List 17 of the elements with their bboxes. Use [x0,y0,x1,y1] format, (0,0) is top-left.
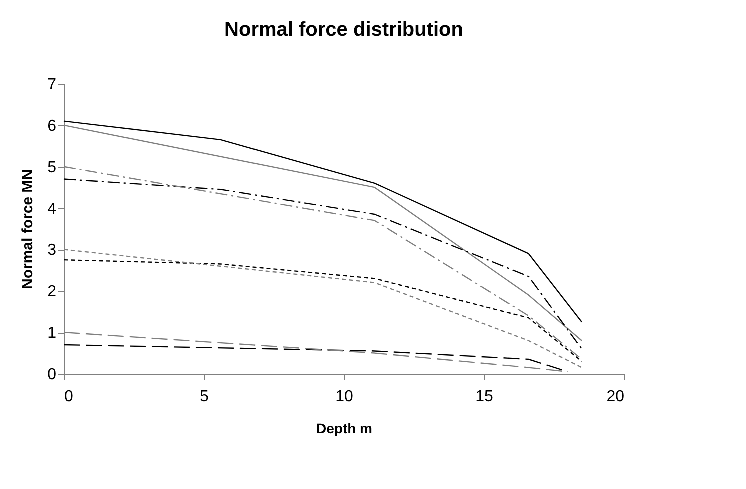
y-tick-label: 4 [48,200,57,218]
y-tick-label: 1 [48,325,57,342]
x-tick-label: 5 [200,388,210,406]
x-tick-label: 15 [476,388,494,406]
y-tick-label: 6 [48,118,57,135]
y-tick-label: 2 [48,284,57,301]
x-tick-label: 20 [606,388,625,406]
x-tick-label: 10 [336,388,354,406]
y-tick-label: 5 [48,159,57,176]
line-series [63,344,569,373]
y-axis-title: Normal force MN [20,169,37,290]
x-axis-title: Depth m [316,420,372,436]
chart-title: Normal force distribution [224,19,464,41]
y-tick-label: 7 [48,76,57,94]
y-tick-label: 3 [48,242,57,260]
x-tick-label: 0 [64,388,74,406]
y-tick-label: 0 [48,366,57,384]
